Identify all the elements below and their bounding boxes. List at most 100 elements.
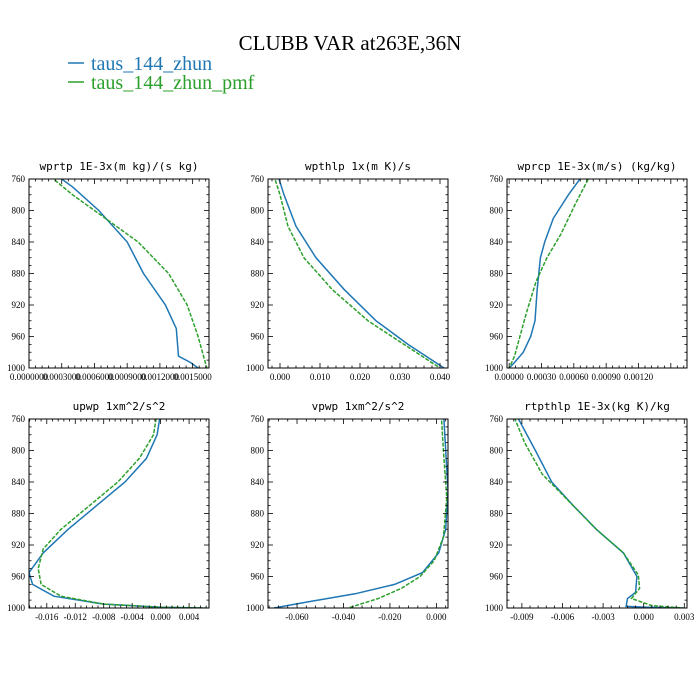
series-line-2 xyxy=(274,179,441,368)
series-line-1 xyxy=(517,419,685,608)
y-tick-label: 840 xyxy=(490,237,504,247)
x-tick-label: 0.00030 xyxy=(527,372,557,382)
series-line-1 xyxy=(508,179,581,368)
panel-title: wpthlp 1x(m K)/s xyxy=(305,160,411,173)
y-tick-label: 800 xyxy=(490,446,504,456)
y-tick-label: 880 xyxy=(12,509,26,519)
series-group xyxy=(274,179,445,368)
x-tick-label: 0.00000 xyxy=(495,372,525,382)
x-tick-label: 0.00060 xyxy=(559,372,589,382)
panel-3: wprcp 1E-3x(m/s) (kg/kg) 760 800 840 880 920 9… xyxy=(485,160,688,382)
x-tick-label: 0.0000000 xyxy=(10,372,49,382)
plot-frame xyxy=(28,418,210,609)
series-line-1 xyxy=(29,419,204,608)
panels-group: wprtp 1E-3x(m kg)/(s kg) 760 800 840 880 920 9… xyxy=(7,160,695,622)
y-tick-label: 1000 xyxy=(246,603,265,613)
series-group xyxy=(273,419,448,608)
series-line-2 xyxy=(508,179,590,368)
y-tick-label: 840 xyxy=(12,477,26,487)
x-tick-label: 0.00090 xyxy=(592,372,622,382)
panel-2: wpthlp 1x(m K)/s 760 800 840 880 920 960 1000 0.… xyxy=(246,160,451,382)
y-tick-label: 760 xyxy=(12,174,26,184)
y-tick-label: 960 xyxy=(490,332,504,342)
y-tick-label: 960 xyxy=(12,572,26,582)
y-tick-label: 800 xyxy=(12,446,26,456)
x-tick-label: 0.0009000 xyxy=(108,372,147,382)
y-tick-label: 960 xyxy=(251,332,265,342)
x-tick-label: 0.0015000 xyxy=(174,372,213,382)
y-tick-label: 1000 xyxy=(246,363,265,373)
x-tick-label: -0.020 xyxy=(378,612,402,622)
y-tick-label: 920 xyxy=(490,300,504,310)
plot-frame xyxy=(28,178,210,369)
y-tick-label: 840 xyxy=(251,237,265,247)
panel-title: upwp 1xm^2/s^2 xyxy=(73,400,166,413)
plot-frame xyxy=(506,178,688,369)
y-tick-label: 1000 xyxy=(7,603,26,613)
x-tick-label: -0.004 xyxy=(121,612,145,622)
legend: taus_144_zhun taus_144_zhun_pmf xyxy=(68,53,255,94)
y-tick-label: 800 xyxy=(490,206,504,216)
y-tick-label: 800 xyxy=(251,446,265,456)
series-line-2 xyxy=(37,419,207,608)
y-tick-label: 760 xyxy=(490,414,504,424)
series-line-2 xyxy=(514,419,683,608)
x-tick-label: -0.016 xyxy=(35,612,59,622)
panel-title: vpwp 1xm^2/s^2 xyxy=(312,400,405,413)
x-tick-label: 0.0003000 xyxy=(43,372,82,382)
y-tick-label: 760 xyxy=(12,414,26,424)
x-tick-label: 0.000 xyxy=(270,372,291,382)
series-line-1 xyxy=(273,419,448,608)
y-tick-label: 920 xyxy=(12,300,26,310)
legend-label-1: taus_144_zhun xyxy=(91,53,212,75)
x-tick-label: -0.008 xyxy=(92,612,116,622)
x-tick-label: -0.009 xyxy=(510,612,534,622)
y-tick-label: 1000 xyxy=(485,363,504,373)
x-tick-label: 0.020 xyxy=(350,372,371,382)
panel-6: rtpthlp 1E-3x(kg K)/kg 760 800 840 880 920 960… xyxy=(485,400,695,622)
figure-title: CLUBB VAR at263E,36N xyxy=(239,31,462,55)
y-tick-label: 920 xyxy=(12,540,26,550)
y-tick-label: 920 xyxy=(251,540,265,550)
y-tick-label: 840 xyxy=(12,237,26,247)
y-tick-label: 960 xyxy=(12,332,26,342)
x-tick-label: 0.00120 xyxy=(624,372,654,382)
series-group xyxy=(29,419,207,608)
y-tick-label: 800 xyxy=(251,206,265,216)
series-group xyxy=(52,179,208,368)
panel-1: wprtp 1E-3x(m kg)/(s kg) 760 800 840 880 920 9… xyxy=(7,160,212,382)
x-tick-label: 0.0006000 xyxy=(75,372,114,382)
x-tick-label: 0.004 xyxy=(179,612,200,622)
panel-5: vpwp 1xm^2/s^2 760 800 840 880 920 960 1000 -0.0… xyxy=(246,400,449,622)
y-tick-label: 960 xyxy=(251,572,265,582)
x-tick-label: 0.000 xyxy=(426,612,447,622)
x-tick-label: 0.040 xyxy=(430,372,451,382)
series-line-1 xyxy=(60,179,199,368)
panel-4: upwp 1xm^2/s^2 760 800 840 880 920 960 1000 -0.0… xyxy=(7,400,210,622)
series-group xyxy=(514,419,685,608)
plot-frame xyxy=(267,178,449,369)
x-tick-label: -0.012 xyxy=(64,612,87,622)
legend-label-2: taus_144_zhun_pmf xyxy=(91,72,255,94)
plot-frame xyxy=(267,418,449,609)
y-tick-label: 920 xyxy=(251,300,265,310)
x-tick-label: 0.030 xyxy=(390,372,411,382)
y-tick-label: 1000 xyxy=(7,363,26,373)
y-tick-label: 880 xyxy=(490,509,504,519)
x-tick-label: 0.000 xyxy=(150,612,171,622)
panel-title: rtpthlp 1E-3x(kg K)/kg xyxy=(524,400,670,413)
x-tick-label: 0.010 xyxy=(310,372,331,382)
y-tick-label: 1000 xyxy=(485,603,504,613)
panel-title: wprcp 1E-3x(m/s) (kg/kg) xyxy=(518,160,677,173)
panel-title: wprtp 1E-3x(m kg)/(s kg) xyxy=(40,160,199,173)
y-tick-label: 760 xyxy=(251,414,265,424)
y-tick-label: 880 xyxy=(251,509,265,519)
y-tick-label: 920 xyxy=(490,540,504,550)
y-tick-label: 840 xyxy=(251,477,265,487)
series-line-1 xyxy=(278,179,445,368)
x-tick-label: -0.003 xyxy=(591,612,615,622)
y-tick-label: 880 xyxy=(12,269,26,279)
x-tick-label: 0.000 xyxy=(634,612,655,622)
series-group xyxy=(508,179,590,368)
